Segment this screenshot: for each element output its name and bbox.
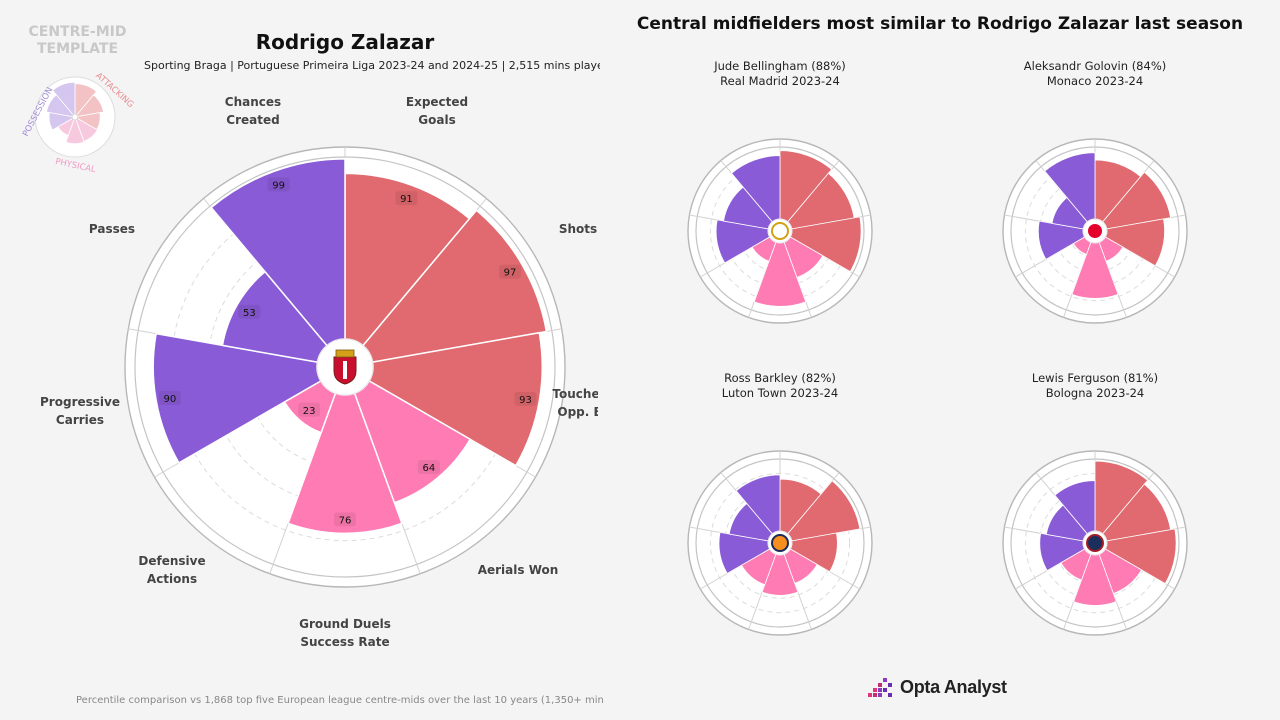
value-text: 99 (272, 181, 285, 192)
value-text: 93 (519, 395, 532, 406)
category-label: Expected Goals (406, 95, 468, 127)
comparison-2-team: Monaco 2023-24 (1046, 74, 1144, 88)
value-text: 97 (504, 268, 517, 279)
category-label: Defensive Actions (138, 554, 205, 586)
opta-logo-icon (868, 678, 892, 697)
comparison-label-2: Aleksandr Golovin (84%) Monaco 2023-24 (985, 59, 1205, 89)
category-label: Progressive Carries (40, 395, 120, 427)
comparison-label-1: Jude Bellingham (88%) Real Madrid 2023-2… (670, 59, 890, 89)
comparison-3-name: Ross Barkley (82%) (724, 371, 836, 385)
club-crest-icon (1086, 534, 1104, 552)
comparison-1-team: Real Madrid 2023-24 (720, 74, 840, 88)
main-polar-bars (124, 146, 566, 588)
value-text: 53 (243, 308, 256, 319)
comparison-4-team: Bologna 2023-24 (1045, 386, 1145, 400)
value-label: 76 (334, 512, 356, 527)
value-label: 97 (499, 264, 522, 279)
comparison-3-team: Luton Town 2023-24 (721, 386, 839, 400)
comparison-chart-2 (1002, 138, 1188, 324)
main-chart-clip: 91 97 93 64 76 23 90 53 99 Expected Goals Shots Touc… (40, 95, 623, 649)
brand-name: Opta Analyst (900, 676, 1007, 697)
footnote: Percentile comparison vs 1,868 top five … (76, 695, 604, 706)
category-label: Chances Created (225, 95, 281, 127)
comparison-label-4: Lewis Ferguson (81%) Bologna 2023-24 (985, 371, 1205, 401)
player-subtitle: Sporting Braga | Portuguese Primeira Lig… (144, 59, 600, 72)
value-text: 90 (164, 394, 177, 405)
category-label: Ground Duels Success Rate (299, 617, 391, 649)
comparison-label-3: Ross Barkley (82%) Luton Town 2023-24 (670, 371, 890, 401)
comparison-chart-1 (687, 138, 873, 324)
value-label: 90 (158, 390, 181, 405)
subtitle-container: Sporting Braga | Portuguese Primeira Lig… (120, 54, 600, 73)
club-crest-icon (1086, 222, 1104, 240)
player-name: Rodrigo Zalazar (255, 30, 435, 54)
main-polar-chart: 91 97 93 64 76 23 90 53 99 Expected Goals Shots Touc… (40, 95, 623, 649)
value-label: 53 (238, 304, 261, 319)
category-label: Passes (89, 222, 135, 236)
comparison-1-name: Jude Bellingham (88%) (714, 59, 846, 73)
value-text: 64 (423, 463, 436, 474)
category-label: Touches in Opp. Box (552, 387, 623, 419)
comparison-2-name: Aleksandr Golovin (84%) (1023, 59, 1167, 73)
club-crest-icon (771, 222, 789, 240)
braga-crest-icon (333, 349, 357, 385)
template-title: CENTRE-MID TEMPLATE (28, 24, 127, 57)
club-crest-icon (771, 534, 789, 552)
template-legend-mini-chart: POSSESSION ATTACKING PHYSICAL (21, 71, 135, 175)
comparison-polar-charts (687, 138, 1188, 636)
value-label: 99 (267, 177, 290, 192)
comparison-chart-4 (1002, 450, 1188, 636)
comparison-4-name: Lewis Ferguson (81%) (1031, 371, 1159, 385)
value-text: 91 (400, 194, 413, 205)
value-label: 64 (417, 459, 440, 474)
footnote-container: Percentile comparison vs 1,868 top five … (76, 688, 604, 707)
value-label: 23 (298, 402, 321, 417)
value-label: 93 (514, 391, 537, 406)
value-text: 76 (339, 515, 352, 526)
opta-analyst-logo: Opta Analyst (868, 672, 1007, 702)
value-text: 23 (303, 406, 316, 417)
value-label: 91 (395, 191, 418, 206)
comparison-chart-3 (687, 450, 873, 636)
category-label: Aerials Won (478, 563, 559, 577)
category-label: Shots (559, 222, 597, 236)
similar-players-title: Central midfielders most similar to Rodr… (636, 14, 1244, 34)
